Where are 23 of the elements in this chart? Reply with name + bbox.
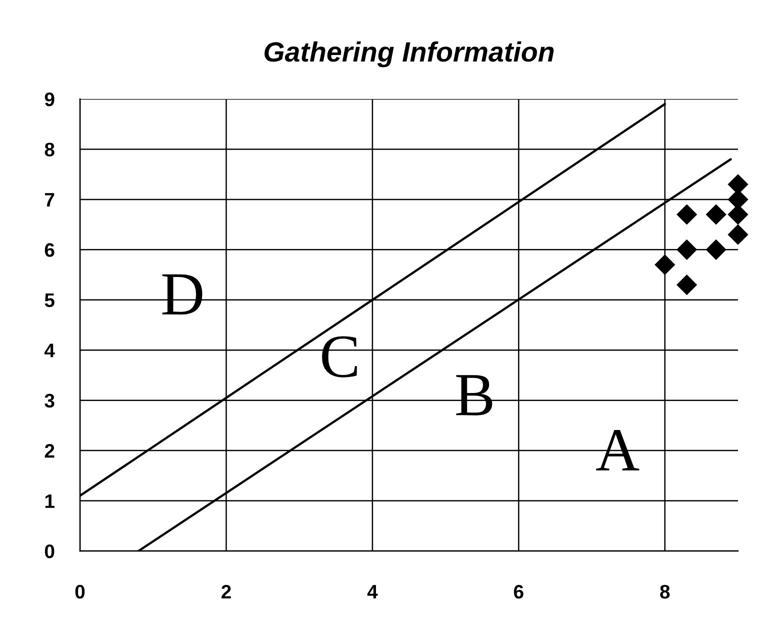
- y-tick-label: 9: [44, 92, 54, 106]
- y-tick-label: 5: [44, 294, 54, 308]
- point: [676, 239, 698, 260]
- x-tick-label: 8: [660, 584, 670, 599]
- y-tick-label: 3: [44, 394, 54, 408]
- point: [706, 239, 726, 260]
- point: [706, 204, 726, 225]
- x-tick-label: 6: [514, 584, 524, 599]
- y-tick-label: 6: [44, 243, 54, 257]
- point: [676, 204, 698, 225]
- x-tick-label: 2: [221, 584, 231, 598]
- y-tick-label: 8: [44, 142, 54, 156]
- chart-title: Gathering Information: [264, 41, 554, 68]
- x-tick-label: 4: [367, 585, 378, 598]
- y-tick-label: 7: [45, 193, 54, 206]
- y-tick-label: 4: [44, 344, 55, 358]
- point: [728, 224, 748, 245]
- point: [654, 254, 676, 276]
- y-tick-label: 1: [45, 494, 54, 508]
- x-tick-label: 0: [75, 584, 85, 599]
- point: [676, 274, 698, 296]
- y-tick-label: 0: [44, 544, 54, 558]
- y-tick-label: 2: [44, 444, 54, 458]
